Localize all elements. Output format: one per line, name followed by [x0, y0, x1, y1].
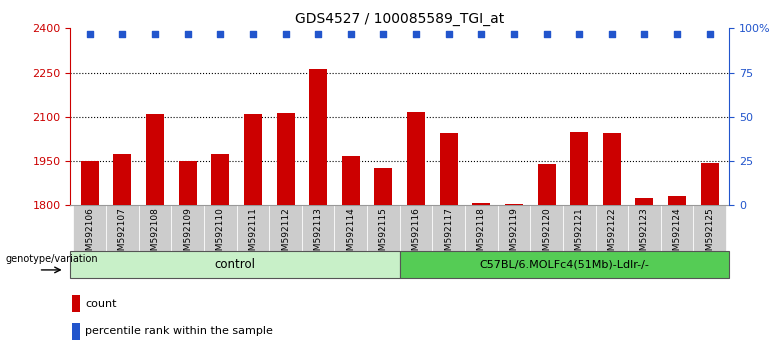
- Text: GSM592110: GSM592110: [216, 207, 225, 263]
- Point: [573, 31, 586, 36]
- Point: [83, 31, 96, 36]
- Point: [116, 31, 129, 36]
- Bar: [302, 205, 335, 251]
- Bar: [440, 133, 458, 354]
- Point: [541, 31, 553, 36]
- Bar: [244, 114, 262, 354]
- Bar: [628, 205, 661, 251]
- Bar: [73, 205, 106, 251]
- Point: [410, 31, 422, 36]
- Bar: [146, 114, 164, 354]
- Point: [182, 31, 194, 36]
- Text: GSM592106: GSM592106: [85, 207, 94, 263]
- Bar: [432, 205, 465, 251]
- Bar: [407, 112, 425, 354]
- Bar: [81, 161, 99, 354]
- Text: GSM592119: GSM592119: [509, 207, 519, 263]
- Bar: [179, 161, 197, 354]
- Text: GSM592109: GSM592109: [183, 207, 192, 263]
- Point: [704, 31, 716, 36]
- Text: GSM592123: GSM592123: [640, 207, 649, 262]
- Bar: [473, 203, 491, 354]
- Bar: [700, 162, 718, 354]
- Bar: [636, 198, 654, 354]
- Text: GSM592122: GSM592122: [608, 207, 616, 262]
- Point: [671, 31, 683, 36]
- Text: GSM592115: GSM592115: [379, 207, 388, 263]
- Point: [605, 31, 618, 36]
- Bar: [505, 204, 523, 354]
- Bar: [342, 156, 360, 354]
- Text: GSM592107: GSM592107: [118, 207, 127, 263]
- Text: count: count: [85, 298, 116, 309]
- Point: [149, 31, 161, 36]
- Bar: [570, 132, 588, 354]
- Bar: [603, 133, 621, 354]
- Bar: [399, 205, 432, 251]
- Text: GSM592111: GSM592111: [248, 207, 257, 263]
- Title: GDS4527 / 100085589_TGI_at: GDS4527 / 100085589_TGI_at: [295, 12, 505, 26]
- Text: GSM592108: GSM592108: [151, 207, 160, 263]
- Bar: [335, 205, 367, 251]
- Bar: [309, 69, 327, 354]
- Bar: [106, 205, 139, 251]
- Text: control: control: [215, 258, 256, 271]
- Text: GSM592114: GSM592114: [346, 207, 356, 262]
- Bar: [668, 196, 686, 354]
- Bar: [661, 205, 693, 251]
- Text: GSM592121: GSM592121: [575, 207, 583, 262]
- Text: GSM592112: GSM592112: [281, 207, 290, 262]
- Bar: [563, 205, 595, 251]
- Bar: [693, 205, 726, 251]
- Bar: [139, 205, 172, 251]
- Bar: [113, 154, 131, 354]
- Point: [508, 31, 520, 36]
- Bar: [537, 164, 555, 354]
- Point: [214, 31, 226, 36]
- Bar: [530, 205, 563, 251]
- Text: GSM592125: GSM592125: [705, 207, 714, 262]
- Text: GSM592118: GSM592118: [477, 207, 486, 263]
- Bar: [204, 205, 236, 251]
- Bar: [465, 205, 498, 251]
- Point: [475, 31, 488, 36]
- Bar: [236, 205, 269, 251]
- Bar: [72, 295, 80, 312]
- Text: GSM592120: GSM592120: [542, 207, 551, 262]
- Bar: [374, 167, 392, 354]
- Bar: [211, 154, 229, 354]
- Bar: [72, 323, 80, 340]
- Bar: [595, 205, 628, 251]
- Bar: [277, 113, 295, 354]
- Bar: [269, 205, 302, 251]
- Bar: [399, 251, 729, 278]
- Bar: [70, 251, 399, 278]
- Text: genotype/variation: genotype/variation: [5, 254, 98, 264]
- Point: [442, 31, 455, 36]
- Text: GSM592116: GSM592116: [412, 207, 420, 263]
- Text: percentile rank within the sample: percentile rank within the sample: [85, 326, 273, 336]
- Point: [638, 31, 651, 36]
- Point: [345, 31, 357, 36]
- Bar: [367, 205, 399, 251]
- Text: GSM592113: GSM592113: [314, 207, 323, 263]
- Bar: [498, 205, 530, 251]
- Text: GSM592117: GSM592117: [444, 207, 453, 263]
- Text: C57BL/6.MOLFc4(51Mb)-Ldlr-/-: C57BL/6.MOLFc4(51Mb)-Ldlr-/-: [480, 259, 650, 270]
- Point: [378, 31, 390, 36]
- Point: [246, 31, 259, 36]
- Bar: [172, 205, 204, 251]
- Point: [279, 31, 292, 36]
- Text: GSM592124: GSM592124: [672, 207, 682, 262]
- Point: [312, 31, 324, 36]
